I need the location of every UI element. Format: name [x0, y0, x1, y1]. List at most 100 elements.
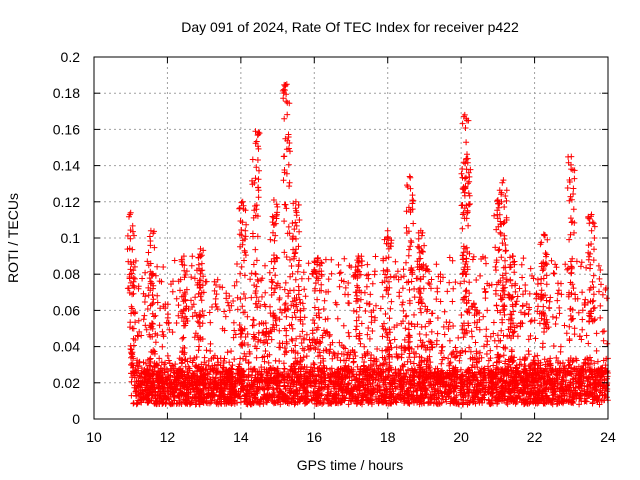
- data-point: [451, 378, 458, 385]
- data-point: [356, 304, 363, 311]
- data-point: [356, 268, 362, 275]
- data-point: [583, 369, 590, 376]
- data-point: [251, 391, 258, 397]
- data-point: [418, 357, 425, 364]
- data-point: [394, 354, 401, 361]
- data-point: [431, 396, 438, 403]
- data-point: [335, 369, 342, 376]
- data-point: [553, 368, 560, 375]
- data-point: [370, 307, 377, 314]
- data-point: [152, 339, 159, 346]
- data-point: [477, 387, 484, 394]
- data-point: [360, 369, 367, 376]
- data-point: [497, 388, 503, 395]
- data-point: [410, 220, 417, 227]
- data-point: [444, 369, 451, 376]
- data-point: [487, 367, 493, 374]
- data-point: [492, 376, 499, 382]
- data-point: [353, 323, 360, 330]
- data-point: [320, 355, 327, 362]
- data-point: [405, 326, 412, 333]
- data-point: [585, 374, 592, 381]
- data-point: [273, 201, 280, 208]
- data-point: [327, 366, 333, 373]
- data-point: [514, 368, 521, 375]
- data-point: [554, 393, 561, 400]
- data-point: [249, 156, 256, 163]
- data-point: [273, 215, 280, 222]
- data-point: [262, 348, 269, 354]
- data-point: [592, 379, 599, 386]
- data-point: [388, 237, 395, 244]
- data-point: [585, 356, 591, 363]
- data-point: [193, 385, 200, 392]
- data-point: [329, 393, 336, 400]
- data-point: [528, 377, 535, 384]
- data-point: [255, 336, 262, 343]
- data-point: [241, 257, 247, 264]
- data-point: [472, 393, 479, 400]
- data-point: [481, 343, 487, 350]
- data-point: [400, 363, 407, 370]
- data-point: [367, 291, 374, 298]
- data-point: [406, 354, 413, 361]
- data-point: [215, 359, 222, 366]
- data-point: [254, 132, 261, 139]
- data-point: [407, 209, 414, 216]
- data-point: [253, 257, 260, 264]
- data-point: [155, 384, 162, 391]
- data-point: [145, 262, 152, 269]
- data-point: [294, 358, 301, 365]
- data-point: [482, 375, 489, 382]
- data-point: [511, 384, 518, 391]
- data-point: [567, 258, 574, 265]
- data-point: [532, 391, 539, 398]
- data-point: [489, 390, 496, 397]
- data-point: [152, 330, 159, 337]
- data-point: [205, 362, 212, 369]
- data-point: [299, 328, 306, 335]
- data-point: [420, 285, 427, 292]
- data-point: [292, 342, 299, 349]
- data-point: [427, 374, 434, 381]
- data-point: [575, 309, 582, 316]
- data-point: [425, 365, 432, 372]
- data-point: [462, 348, 469, 355]
- data-point: [382, 387, 389, 394]
- data-point: [286, 230, 293, 237]
- data-point: [245, 366, 252, 373]
- data-point: [571, 175, 578, 182]
- data-point: [263, 399, 270, 406]
- data-point: [459, 120, 466, 127]
- data-point: [514, 378, 520, 384]
- data-point: [196, 400, 203, 407]
- data-point: [324, 383, 331, 390]
- data-point: [200, 273, 207, 280]
- data-point: [223, 295, 230, 302]
- data-point: [132, 366, 139, 373]
- data-point: [191, 334, 198, 341]
- data-point: [496, 246, 503, 253]
- data-point: [253, 138, 260, 145]
- data-point: [514, 395, 521, 401]
- data-point: [473, 348, 480, 355]
- data-point: [298, 275, 305, 282]
- data-point: [320, 306, 327, 312]
- data-point: [383, 286, 390, 293]
- data-point: [387, 305, 394, 312]
- data-point: [464, 210, 470, 216]
- data-point: [418, 343, 425, 350]
- data-point: [283, 205, 290, 212]
- data-point: [148, 380, 155, 387]
- data-point: [129, 228, 136, 235]
- data-point: [223, 366, 230, 373]
- data-point: [366, 396, 373, 403]
- data-point: [460, 399, 467, 406]
- data-point: [340, 351, 347, 358]
- data-point: [217, 395, 224, 402]
- data-point: [457, 350, 464, 357]
- data-point: [393, 344, 400, 351]
- data-point: [174, 382, 181, 389]
- data-point: [557, 348, 564, 355]
- data-point: [503, 399, 510, 406]
